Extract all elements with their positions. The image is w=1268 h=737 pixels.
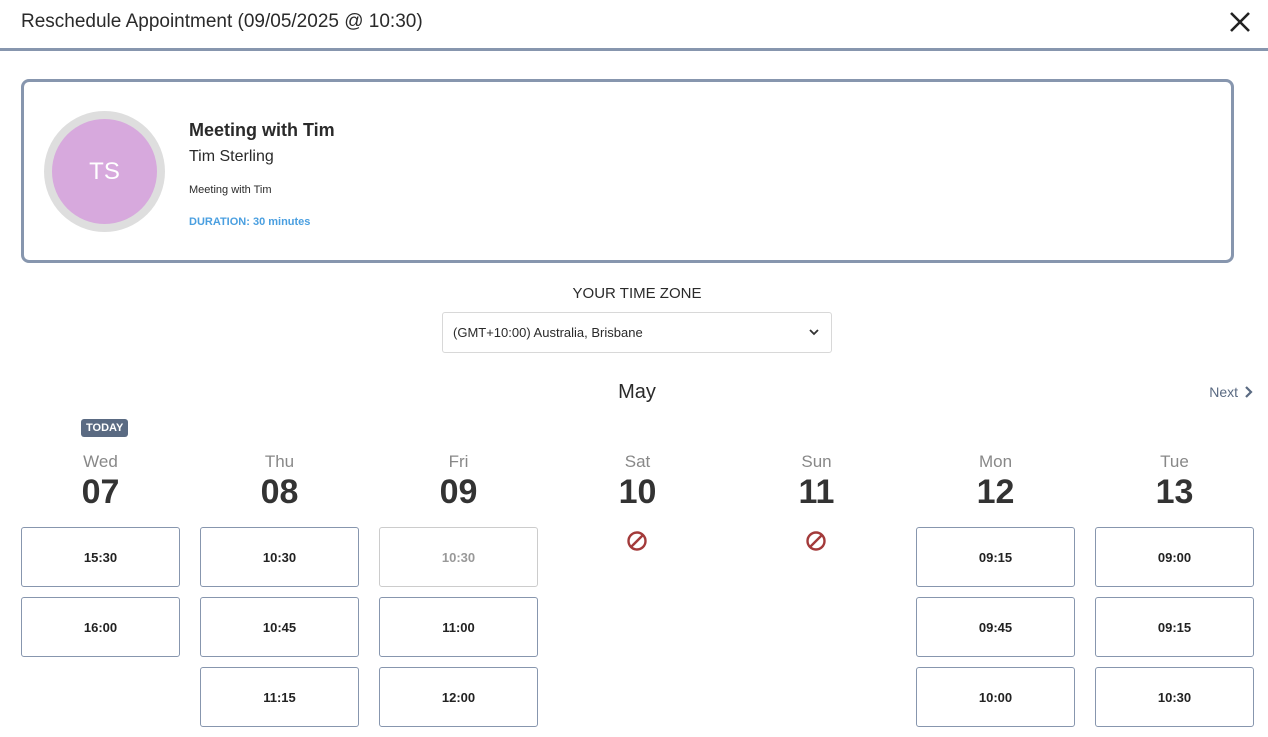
meeting-card: TS Meeting with Tim Tim Sterling Meeting…	[21, 79, 1234, 263]
day-column: Fri 09 10:30 11:00 12:00	[379, 452, 538, 727]
timezone-value: (GMT+10:00) Australia, Brisbane	[453, 325, 643, 340]
next-button[interactable]: Next	[1209, 384, 1254, 400]
month-label: May	[618, 381, 656, 403]
today-badge: TODAY	[81, 419, 129, 437]
unavailable-icon	[627, 531, 647, 551]
time-slot-button[interactable]: 09:15	[1095, 597, 1254, 657]
time-slot-button[interactable]: 09:00	[1095, 527, 1254, 587]
time-slot-button[interactable]: 10:45	[200, 597, 359, 657]
meeting-host-name: Tim Sterling	[189, 148, 274, 165]
dialog-title: Reschedule Appointment (09/05/2025 @ 10:…	[21, 11, 423, 32]
chevron-right-icon	[1245, 386, 1253, 398]
day-column: Sat 10	[558, 452, 717, 551]
meeting-duration: DURATION: 30 minutes	[189, 216, 311, 228]
unavailable-icon	[806, 531, 826, 551]
day-of-week: Thu	[264, 452, 295, 471]
day-column: Thu 08 10:30 10:45 11:15	[200, 452, 359, 727]
timezone-select[interactable]: (GMT+10:00) Australia, Brisbane	[442, 312, 832, 353]
time-slot-button[interactable]: 10:30	[200, 527, 359, 587]
next-label: Next	[1209, 384, 1238, 400]
day-column: Mon 12 09:15 09:45 10:00	[916, 452, 1075, 727]
day-of-week: Mon	[978, 452, 1013, 471]
time-slot-button[interactable]: 16:00	[21, 597, 180, 657]
time-slot-button[interactable]: 15:30	[21, 527, 180, 587]
day-number: 11	[798, 473, 835, 511]
day-column: Wed 07 15:30 16:00	[21, 452, 180, 657]
day-column: Tue 13 09:00 09:15 10:30	[1095, 452, 1254, 727]
avatar: TS	[44, 111, 165, 232]
time-slot-button: 10:30	[379, 527, 538, 587]
day-number: 12	[976, 473, 1015, 511]
time-slot-button[interactable]: 09:15	[916, 527, 1075, 587]
day-number: 13	[1155, 473, 1194, 511]
avatar-initials: TS	[52, 119, 157, 224]
time-slot-button[interactable]: 10:30	[1095, 667, 1254, 727]
close-icon[interactable]	[1226, 8, 1254, 36]
meeting-title: Meeting with Tim	[189, 120, 335, 140]
chevron-down-icon	[809, 329, 819, 336]
day-number: 08	[260, 473, 299, 511]
day-of-week: Sat	[624, 452, 651, 471]
time-slot-button[interactable]: 09:45	[916, 597, 1075, 657]
day-of-week: Fri	[448, 452, 469, 471]
day-of-week: Tue	[1160, 452, 1189, 471]
day-of-week: Sun	[801, 452, 832, 471]
dialog-header: Reschedule Appointment (09/05/2025 @ 10:…	[0, 0, 1268, 51]
day-number: 10	[618, 473, 657, 511]
meeting-description: Meeting with Tim	[189, 184, 272, 196]
timezone-label: YOUR TIME ZONE	[572, 285, 702, 302]
day-column: Sun 11	[737, 452, 896, 551]
time-slot-button[interactable]: 12:00	[379, 667, 538, 727]
time-slot-button[interactable]: 11:15	[200, 667, 359, 727]
time-slot-button[interactable]: 11:00	[379, 597, 538, 657]
time-slot-button[interactable]: 10:00	[916, 667, 1075, 727]
day-of-week: Wed	[83, 452, 118, 471]
day-number: 07	[81, 473, 120, 511]
day-number: 09	[439, 473, 478, 511]
